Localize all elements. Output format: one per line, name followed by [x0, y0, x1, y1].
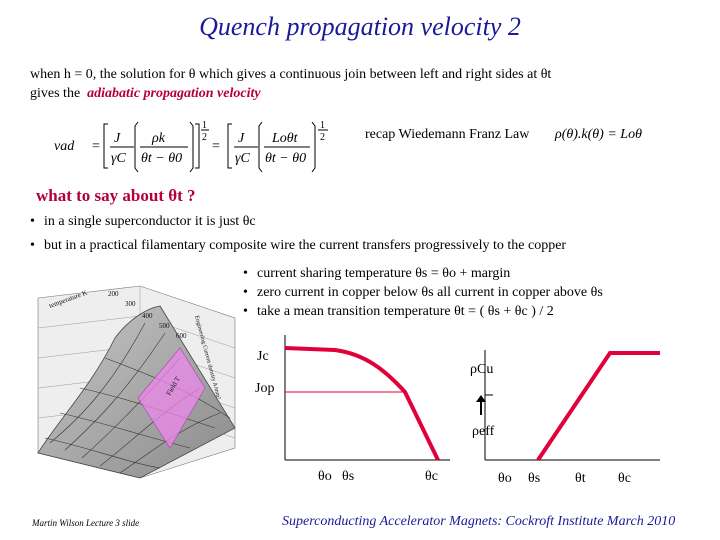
eq-frac4-num: Loθt: [271, 131, 299, 146]
critical-surface-plot: temperature K 200 300 400 500 600 Engine…: [37, 285, 236, 479]
adiabatic-velocity-phrase: adiabatic propagation velocity: [87, 86, 261, 101]
eq-frac1-den: γC: [111, 151, 127, 166]
eq-frac4-den: θt − θ0: [265, 151, 306, 166]
intro-line-2: gives the adiabatic propagation velocity: [30, 86, 261, 102]
jc-curve: [284, 346, 440, 461]
svg-text:=: =: [92, 139, 100, 154]
surface-label-200: 200: [108, 290, 119, 298]
bullet-2-text: but in a practical filamentary composite…: [44, 238, 567, 253]
surface-label-600: 600: [176, 332, 187, 340]
eq-exp2-num: 1: [320, 120, 325, 131]
rho-cu-label: ρCu: [470, 362, 493, 377]
sub-bullet-3: • take a mean transition temperature θt =…: [243, 304, 554, 319]
jc-label: Jc: [257, 349, 269, 364]
recap-label: recap Wiedemann Franz Law: [365, 127, 530, 142]
resistivity-temperature-graph: ρCu ρeff θo θs θt θc: [470, 350, 660, 486]
eq-frac3-den: γC: [235, 151, 251, 166]
rho-theta-c-label: θc: [618, 471, 631, 486]
eq-exp2-den: 2: [320, 132, 325, 143]
footer-author: Martin Wilson Lecture 3 slide: [32, 518, 140, 528]
rho-theta-t-label: θt: [575, 471, 586, 486]
eq-frac2-num: ρk: [151, 131, 166, 146]
slide-title: Quench propagation velocity 2: [199, 12, 521, 41]
sub-bullet-3-text: take a mean transition temperature θt = …: [257, 304, 554, 319]
sub-bullet-1-text: current sharing temperature θs = θo + ma…: [257, 266, 511, 281]
bullet-1: • in a single superconductor it is just θ…: [30, 214, 256, 229]
rho-eff-label: ρeff: [472, 424, 495, 439]
rho-theta-s-label: θs: [528, 471, 540, 486]
eq-frac2-den: θt − θ0: [141, 151, 182, 166]
rho-theta-o-label: θo: [498, 471, 512, 486]
surface-label-500: 500: [159, 322, 170, 330]
sub-bullet-2-text: zero current in copper below θs all curr…: [257, 285, 603, 300]
bullet-2: • but in a practical filamentary composit…: [30, 238, 567, 253]
theta-o-label: θo: [318, 469, 332, 484]
eq-frac1-num: J: [114, 131, 121, 146]
eq-frac3-num: J: [238, 131, 245, 146]
jc-temperature-graph: Jc Jop θo θs θc: [255, 335, 450, 484]
eq-exp1-den: 2: [202, 132, 207, 143]
theta-s-label: θs: [342, 469, 354, 484]
arrow-up-icon: [476, 395, 486, 415]
eq-lhs: vad: [54, 139, 75, 154]
intro-line-2-prefix: gives the: [30, 86, 81, 101]
svg-text:=: =: [212, 139, 220, 154]
recap-formula: ρ(θ).k(θ) = Loθ: [555, 127, 642, 142]
jop-label: Jop: [255, 381, 274, 396]
rho-eff-curve: [536, 351, 660, 462]
intro-line-1: when h = 0, the solution for θ which giv…: [30, 67, 552, 82]
question-heading: what to say about θt ?: [36, 186, 196, 205]
bullet-1-text: in a single superconductor it is just θc: [44, 214, 256, 229]
sub-bullet-2: • zero current in copper below θs all cur…: [243, 285, 603, 300]
theta-c-label: θc: [425, 469, 438, 484]
surface-label-300: 300: [125, 300, 136, 308]
surface-label-400: 400: [142, 312, 153, 320]
sub-bullet-1: • current sharing temperature θs = θo + m…: [243, 266, 511, 281]
footer-course: Superconducting Accelerator Magnets: Coc…: [282, 514, 676, 529]
eq-exp1-num: 1: [202, 120, 207, 131]
adiabatic-velocity-equation: vad = J γC ρk θt − θ0 1 2 = J γC Loθt θt…: [54, 120, 328, 173]
